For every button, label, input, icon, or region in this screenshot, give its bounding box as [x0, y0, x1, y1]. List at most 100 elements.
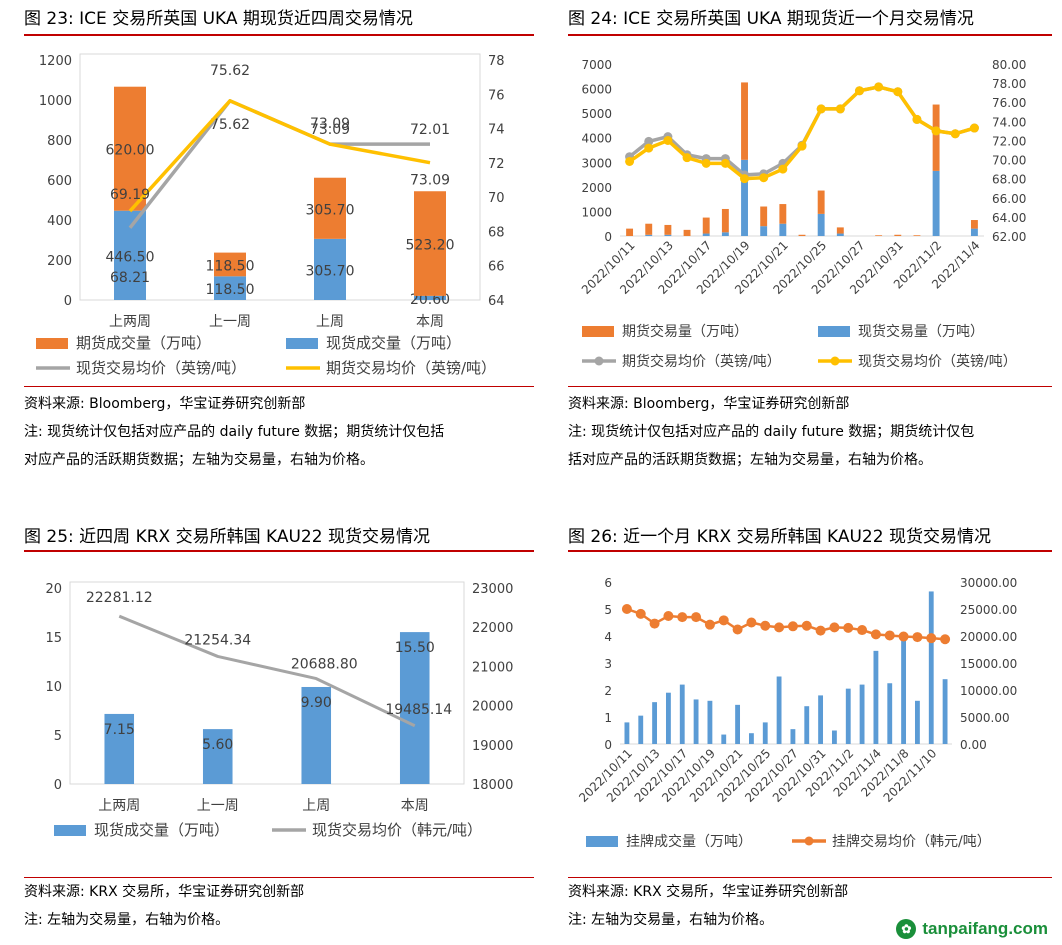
y-tick-label: 4	[604, 630, 612, 644]
line-marker	[912, 632, 923, 643]
legend-swatch	[818, 326, 850, 337]
legend-swatch	[36, 338, 68, 349]
line-marker	[621, 604, 632, 614]
y-tick-label: 0	[604, 230, 612, 244]
bar-data-label: 7.15	[104, 722, 135, 738]
line-marker	[857, 625, 868, 636]
line-data-label: 69.19	[110, 187, 150, 203]
line-data-label: 73.09	[310, 116, 350, 132]
x-tick-label: 上周	[316, 314, 344, 330]
line-marker	[746, 617, 757, 628]
source-rule	[568, 386, 1052, 387]
x-tick-label: 上两周	[109, 314, 151, 330]
y2-tick-label: 62.00	[992, 230, 1026, 244]
bar	[817, 213, 825, 236]
y2-tick-label: 78.00	[992, 77, 1026, 91]
y2-tick-label: 5000.00	[960, 711, 1010, 725]
series-line	[118, 614, 416, 728]
bar	[638, 715, 644, 744]
y2-tick-label: 15000.00	[960, 657, 1017, 671]
bar-data-label: 118.50	[206, 258, 255, 274]
y-tick-label: 20	[45, 582, 62, 597]
y-tick-label: 4000	[581, 132, 612, 146]
bar	[399, 632, 430, 784]
legend-marker	[594, 356, 604, 366]
bar	[202, 729, 233, 784]
source-rule	[568, 877, 1052, 878]
bar	[741, 159, 748, 236]
title-rule	[568, 550, 1052, 552]
series-line	[128, 99, 430, 229]
bar	[845, 688, 851, 744]
chart-fig23: 0 200 400 600 800 1000 1200 64 66 68 70 72 74 76 78 446…	[36, 53, 505, 377]
bar	[760, 206, 768, 227]
watermark: ✿ tanpaifang.com	[896, 919, 1048, 939]
bar-data-label: 5.60	[202, 737, 233, 753]
series-line	[128, 99, 431, 213]
line-marker	[926, 633, 937, 644]
bar	[679, 684, 685, 744]
legend-label: 期货成交量（万吨）	[76, 334, 211, 352]
figure-title: 图 26: 近一个月 KRX 交易所韩国 KAU22 现货交易情况	[568, 527, 991, 547]
y-tick-label: 5	[54, 729, 62, 744]
y2-tick-label: 20000	[472, 700, 513, 715]
bar-data-label: 446.50	[106, 249, 155, 265]
legend-label: 挂牌交易均价（韩元/吨）	[832, 833, 991, 850]
bar	[779, 223, 787, 236]
bar	[913, 235, 921, 236]
bar	[702, 233, 710, 236]
y2-tick-label: 80.00	[992, 58, 1026, 72]
bar	[707, 700, 713, 744]
series-line	[626, 607, 946, 641]
note-line-1: 注: 现货统计仅包括对应产品的 daily future 数据；期货统计仅包括	[24, 424, 445, 440]
bar	[301, 686, 332, 784]
y-tick-label: 2000	[581, 181, 612, 195]
bar	[928, 591, 934, 744]
legend-marker	[830, 356, 840, 366]
bar	[414, 191, 446, 296]
line-marker	[691, 612, 702, 623]
title-rule	[568, 34, 1052, 36]
x-tick-label: 上一周	[209, 314, 251, 330]
line-marker	[701, 158, 711, 168]
line-marker	[720, 158, 730, 168]
series-line	[628, 85, 975, 177]
x-tick-label: 上一周	[197, 798, 239, 814]
y-tick-label: 7000	[581, 58, 612, 72]
x-tick-label: 上周	[302, 798, 330, 814]
y2-tick-label: 72	[488, 157, 505, 172]
series-line	[628, 85, 975, 181]
legend-label: 期货交易均价（英镑/吨）	[326, 359, 496, 377]
bar	[645, 223, 653, 235]
note-line-2: 括对应产品的活跃期货数据；左轴为交易量，右轴为价格。	[568, 452, 932, 468]
y2-tick-label: 0.00	[960, 738, 987, 752]
bar	[748, 733, 754, 744]
bar	[414, 295, 446, 300]
legend-label: 现货交易均价（韩元/吨）	[312, 821, 482, 839]
line-marker	[870, 629, 881, 640]
y2-tick-label: 66	[488, 260, 505, 275]
y-tick-label: 0	[604, 738, 612, 752]
bar	[836, 233, 844, 236]
legend-label: 现货成交量（万吨）	[94, 821, 229, 839]
y-tick-label: 5000	[581, 107, 612, 121]
title-rule	[24, 34, 534, 36]
line-marker	[835, 104, 845, 114]
bar	[721, 232, 729, 236]
bar	[859, 684, 865, 744]
source-text: 资料来源: KRX 交易所，华宝证券研究创新部	[568, 884, 849, 900]
line-marker	[874, 82, 884, 92]
title-rule	[24, 550, 534, 552]
legend-swatch	[582, 326, 614, 337]
bar	[104, 713, 135, 784]
line-marker	[644, 136, 654, 146]
y-tick-label: 0	[64, 294, 72, 309]
line-data-label: 20688.80	[291, 657, 358, 673]
legend-label: 现货成交量（万吨）	[326, 334, 461, 352]
bar-data-label: 118.50	[206, 282, 255, 298]
legend-swatch	[586, 836, 618, 847]
x-tick-label: 上两周	[98, 798, 140, 814]
y2-tick-label: 74	[488, 123, 505, 138]
line-data-label: 19485.14	[385, 702, 452, 718]
bar	[762, 722, 768, 744]
